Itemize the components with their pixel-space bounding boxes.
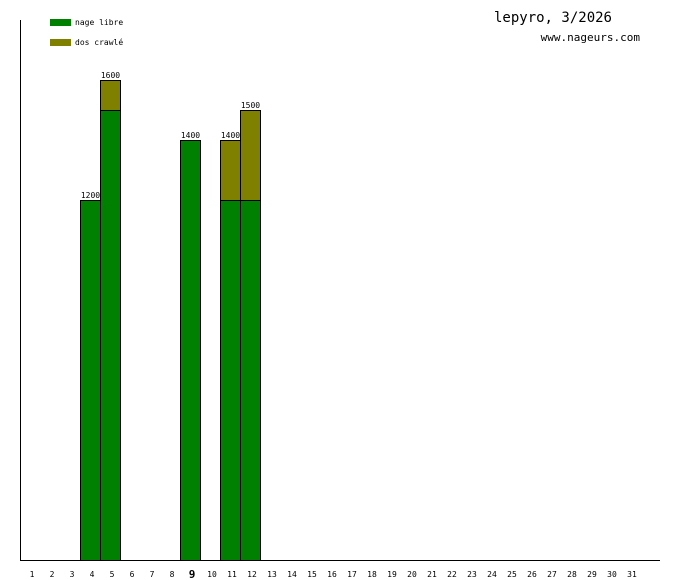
x-tick-label: 6 <box>130 570 135 579</box>
bar-day-11-series-0 <box>220 200 241 561</box>
x-tick-label: 17 <box>347 570 357 579</box>
bar-day-4-series-0 <box>80 200 101 561</box>
legend-label-dos-crawle: dos crawlé <box>75 37 123 47</box>
x-tick-label: 31 <box>627 570 637 579</box>
x-tick-label: 30 <box>607 570 617 579</box>
x-tick-label: 5 <box>110 570 115 579</box>
x-tick-label: 8 <box>170 570 175 579</box>
x-tick-label: 2 <box>50 570 55 579</box>
x-tick-label: 29 <box>587 570 597 579</box>
bar-day-11-series-1 <box>220 140 241 201</box>
x-tick-label: 9 <box>189 568 196 580</box>
x-tick-label: 16 <box>327 570 337 579</box>
x-tick-label: 19 <box>387 570 397 579</box>
legend: nage libre dos crawlé <box>50 18 123 47</box>
x-tick-label: 28 <box>567 570 577 579</box>
x-tick-label: 24 <box>487 570 497 579</box>
x-tick-label: 26 <box>527 570 537 579</box>
bar-day-12-series-0 <box>240 200 261 561</box>
site-url: www.nageurs.com <box>541 31 641 44</box>
bar-day-9-series-0 <box>180 140 201 561</box>
x-tick-label: 27 <box>547 570 557 579</box>
total-labels-layer: 1200 1600 1400 1400 1500 <box>81 71 260 200</box>
x-tick-labels: 1 2 3 4 5 6 7 8 9 10 11 12 13 14 15 16 17 18 19 20 21 22 23 24 2… <box>30 568 637 580</box>
x-tick-label: 14 <box>287 570 297 579</box>
x-tick-label: 15 <box>307 570 317 579</box>
x-tick-label: 10 <box>207 570 217 579</box>
x-tick-label: 25 <box>507 570 517 579</box>
x-tick-label: 11 <box>227 570 237 579</box>
x-tick-label: 3 <box>70 570 75 579</box>
total-label-day-4: 1200 <box>81 191 100 200</box>
bar-day-5-series-1 <box>100 80 121 111</box>
bars-layer <box>80 80 261 561</box>
total-label-day-9: 1400 <box>181 131 200 140</box>
x-tick-label: 7 <box>150 570 155 579</box>
x-tick-label: 12 <box>247 570 257 579</box>
x-tick-label: 22 <box>447 570 457 579</box>
total-label-day-12: 1500 <box>241 101 260 110</box>
x-tick-label: 23 <box>467 570 477 579</box>
x-tick-label: 1 <box>30 570 35 579</box>
legend-swatch-dos-crawle <box>50 39 71 46</box>
x-tick-label: 13 <box>267 570 277 579</box>
x-tick-label: 21 <box>427 570 437 579</box>
legend-swatch-nage-libre <box>50 19 71 26</box>
x-tick-label: 18 <box>367 570 377 579</box>
x-tick-label: 4 <box>90 570 95 579</box>
bar-day-12-series-1 <box>240 110 261 201</box>
total-label-day-5: 1600 <box>101 71 120 80</box>
x-tick-label: 20 <box>407 570 417 579</box>
total-label-day-11: 1400 <box>221 131 240 140</box>
legend-label-nage-libre: nage libre <box>75 18 123 27</box>
bar-day-5-series-0 <box>100 110 121 561</box>
chart-title: lepyro, 3/2026 <box>494 10 612 26</box>
